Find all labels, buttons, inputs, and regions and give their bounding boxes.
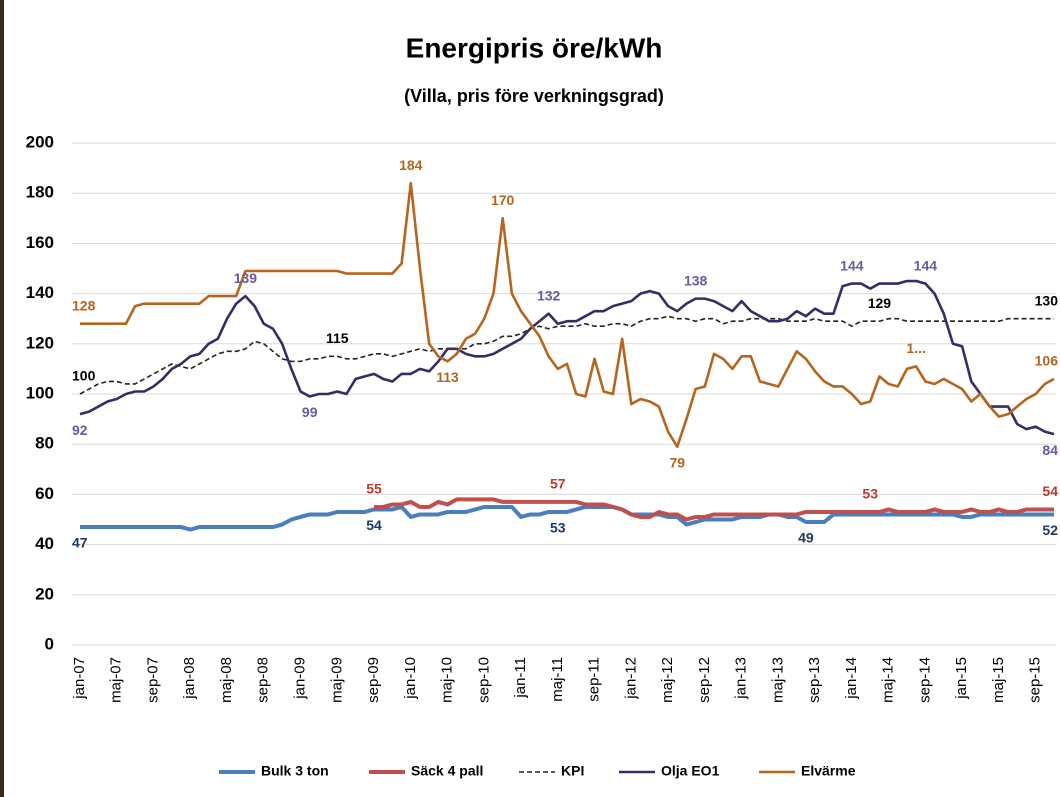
legend-label: Säck 4 pall [411, 763, 483, 779]
chart-title: Energipris öre/kWh [406, 32, 663, 63]
data-label: 54 [1042, 483, 1058, 499]
series-line [79, 279, 1055, 436]
x-tick-label: maj-09 [328, 657, 345, 703]
legend-item: Bulk 3 ton [219, 763, 329, 779]
x-tick-label: maj-14 [880, 657, 897, 703]
chart-subtitle: (Villa, pris före verkningsgrad) [404, 86, 664, 106]
y-tick-label: 20 [35, 584, 54, 603]
x-tick-label: jan-07 [71, 657, 88, 700]
x-tick-label: jan-15 [953, 657, 970, 700]
legend-label: Elvärme [801, 763, 856, 779]
data-label: 115 [326, 330, 349, 346]
data-label: 54 [366, 517, 382, 533]
data-label: 139 [234, 270, 258, 286]
x-tick-label: jan-14 [843, 657, 860, 700]
legend-label: KPI [561, 763, 584, 779]
y-tick-label: 60 [35, 484, 54, 503]
y-tick-label: 0 [45, 634, 54, 653]
data-label: 113 [436, 369, 459, 385]
x-tick-label: sep-07 [144, 657, 161, 703]
legend-item: KPI [519, 763, 584, 779]
x-tick-label: jan-13 [733, 657, 750, 700]
x-tick-label: jan-10 [402, 657, 419, 700]
data-label: 100 [72, 368, 96, 384]
y-tick-label: 100 [26, 383, 54, 402]
x-tick-label: sep-09 [365, 657, 382, 703]
data-label: 138 [684, 272, 708, 288]
y-tick-label: 200 [26, 132, 54, 151]
x-tick-label: maj-10 [439, 657, 456, 703]
x-tick-label: jan-11 [512, 657, 529, 699]
data-label: 128 [72, 297, 96, 313]
data-label: 144 [840, 257, 864, 273]
y-tick-label: 120 [26, 333, 54, 352]
data-label: 129 [868, 295, 892, 311]
data-label: 130 [1035, 292, 1059, 308]
x-tick-label: maj-08 [218, 657, 235, 703]
y-tick-label: 140 [26, 283, 54, 302]
x-tick-label: sep-11 [586, 657, 603, 702]
series-line [374, 497, 1054, 522]
legend-item: Elvärme [759, 763, 856, 779]
series-line [80, 181, 1055, 449]
x-tick-label: sep-10 [475, 657, 492, 703]
x-tick-label: sep-15 [1027, 657, 1044, 703]
data-label: 170 [491, 192, 515, 208]
legend-item: Säck 4 pall [369, 763, 483, 779]
x-tick-label: sep-12 [696, 657, 713, 703]
x-tick-label: maj-11 [549, 657, 566, 702]
series-line [80, 504, 1054, 532]
data-label: 132 [537, 287, 561, 303]
data-label: 144 [914, 257, 938, 273]
x-tick-label: jan-08 [181, 657, 198, 700]
legend-label: Bulk 3 ton [261, 763, 329, 779]
y-tick-label: 160 [26, 233, 54, 252]
data-label: 92 [72, 422, 88, 438]
data-label: 55 [366, 481, 382, 497]
data-label: 57 [550, 476, 566, 492]
legend-label: Olja EO1 [661, 763, 720, 779]
x-tick-label: jan-09 [291, 657, 308, 700]
x-tick-label: sep-13 [806, 657, 823, 703]
data-label: 49 [798, 530, 814, 546]
x-tick-label: sep-14 [916, 657, 933, 703]
data-label: 53 [862, 486, 878, 502]
x-tick-label: sep-08 [255, 657, 272, 703]
data-label: 99 [302, 404, 318, 420]
x-tick-label: maj-07 [108, 657, 125, 703]
data-label: 106 [1035, 353, 1059, 369]
x-tick-label: maj-15 [990, 657, 1007, 703]
data-label: 1... [906, 340, 925, 356]
y-tick-label: 180 [26, 183, 54, 202]
x-tick-label: maj-12 [659, 657, 676, 703]
y-tick-label: 40 [35, 534, 54, 553]
x-tick-label: maj-13 [769, 657, 786, 703]
data-label: 184 [399, 157, 423, 173]
data-label: 47 [72, 535, 88, 551]
legend-item: Olja EO1 [619, 763, 720, 779]
x-tick-label: jan-12 [622, 657, 639, 700]
data-label: 52 [1042, 522, 1058, 538]
y-tick-label: 80 [35, 434, 54, 453]
data-label: 79 [669, 454, 685, 470]
data-label: 84 [1042, 442, 1058, 458]
data-label: 53 [550, 520, 566, 536]
